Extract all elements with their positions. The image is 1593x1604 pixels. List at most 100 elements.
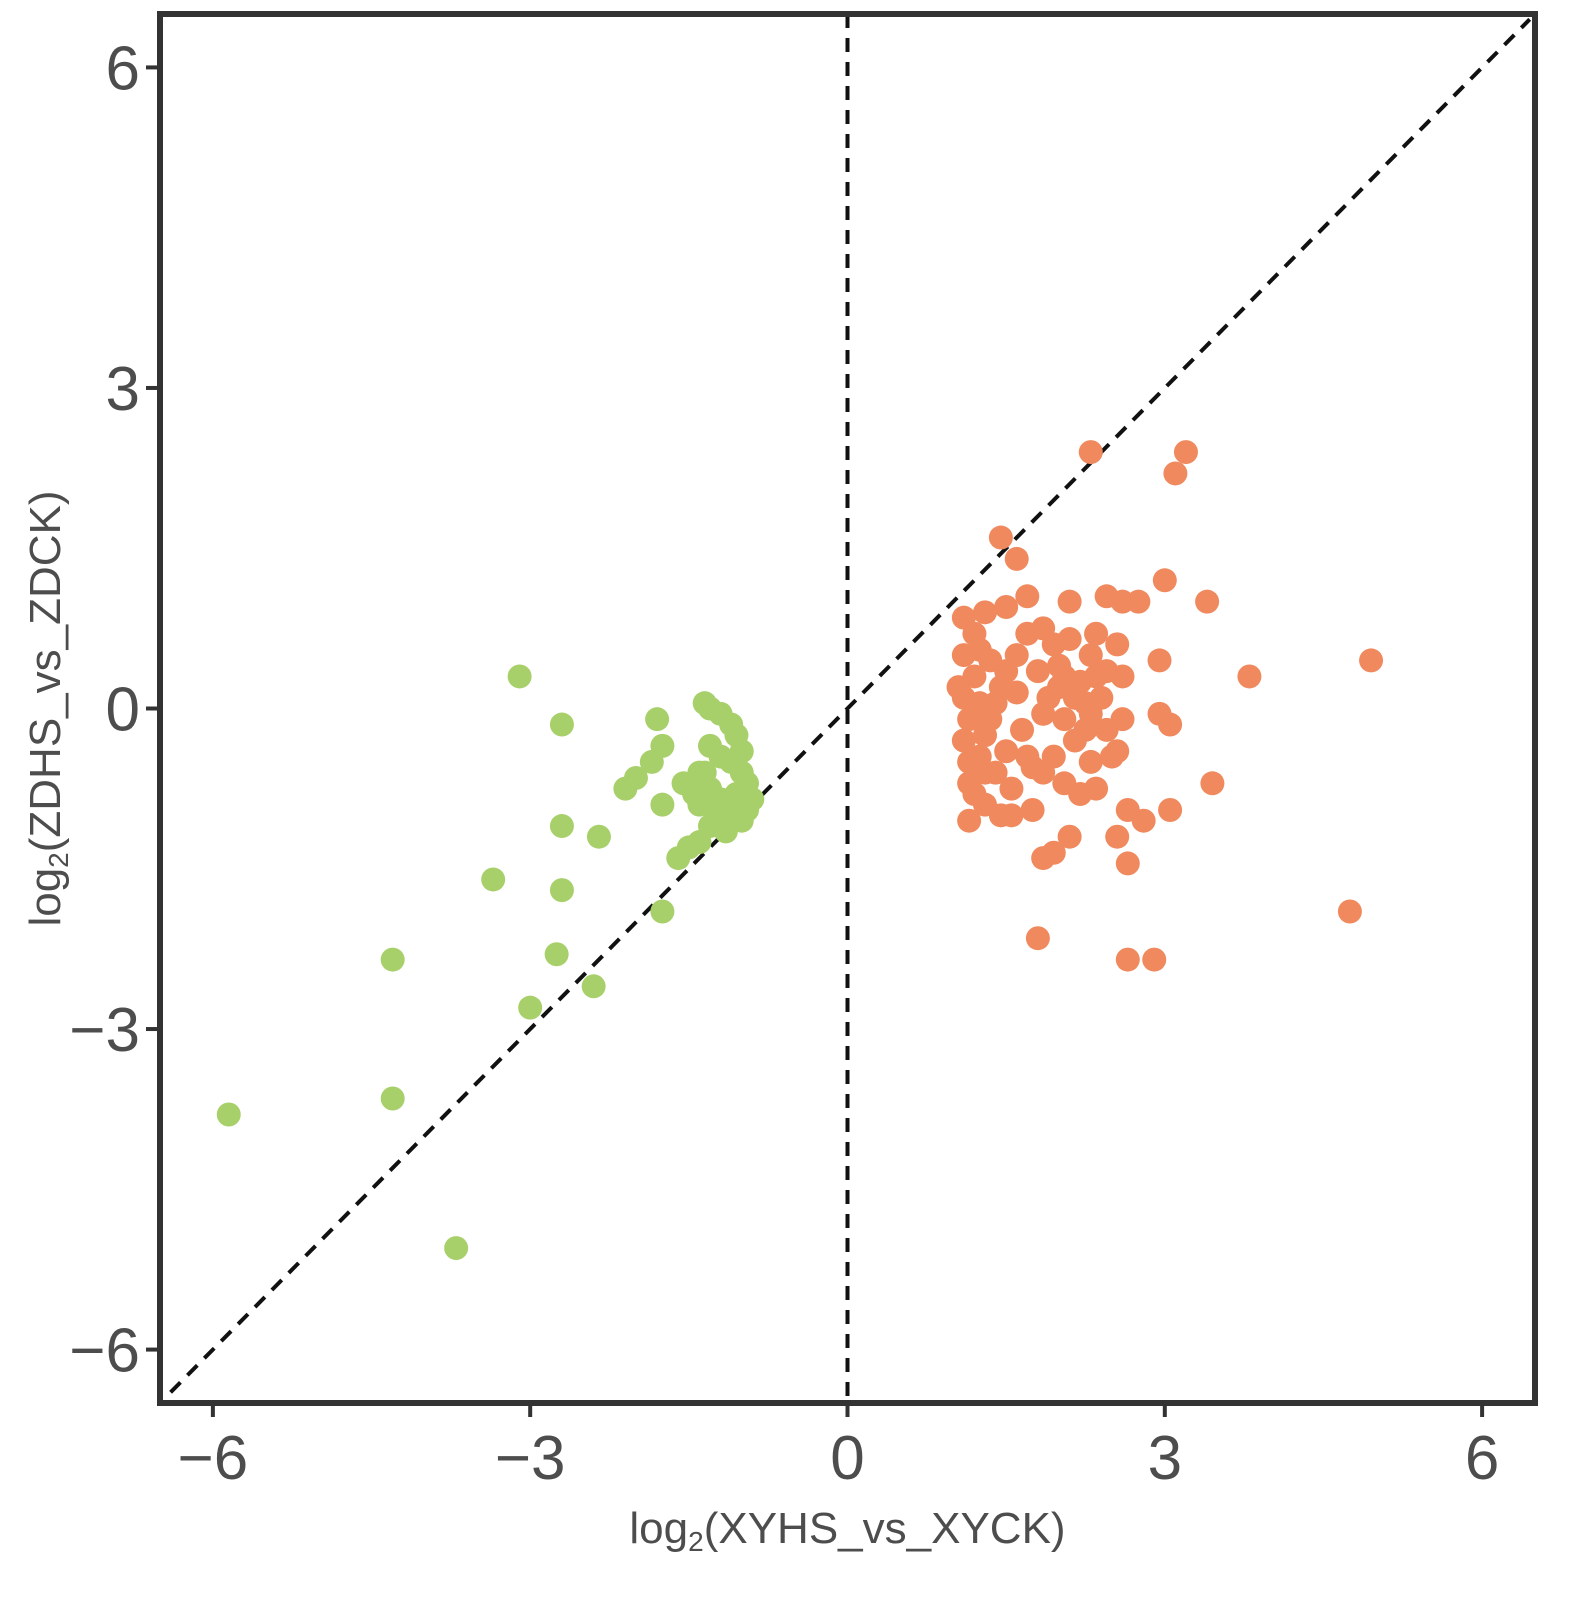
reference-lines <box>169 14 1532 1403</box>
data-point-up <box>962 621 987 646</box>
data-point-up <box>999 803 1024 828</box>
data-point-up <box>1010 717 1035 742</box>
data-point-up <box>999 776 1024 801</box>
data-point-up <box>1015 584 1040 609</box>
data-point-down <box>544 942 569 967</box>
data-point-down <box>682 781 707 806</box>
x-tick-label: 0 <box>830 1424 864 1493</box>
data-point-up <box>1158 712 1183 737</box>
data-point-up <box>1025 659 1050 684</box>
data-point-up <box>1078 643 1103 668</box>
x-axis-title-subscript: 2 <box>688 1526 704 1557</box>
data-point-down <box>586 824 611 849</box>
x-tick-label: −3 <box>495 1424 566 1493</box>
data-point-up <box>1126 589 1151 614</box>
x-axis-title-suffix: (XYHS_vs_XYCK) <box>704 1504 1066 1553</box>
y-tick-label: −6 <box>69 1317 140 1386</box>
x-axis-title: log2(XYHS_vs_XYCK) <box>629 1504 1065 1557</box>
data-point-up <box>1073 691 1098 716</box>
data-point-up <box>1158 798 1183 823</box>
data-point-up <box>1078 749 1103 774</box>
data-point-up <box>1052 707 1077 732</box>
data-point-up <box>1173 440 1198 465</box>
y-axis: −6 −3 0 3 6 <box>69 34 160 1386</box>
data-point-down <box>380 1086 405 1111</box>
data-point-down <box>623 765 648 790</box>
data-point-down <box>581 974 606 999</box>
data-point-up <box>1062 728 1087 753</box>
data-point-down <box>549 878 574 903</box>
data-point-down <box>645 707 670 732</box>
data-point-up <box>1084 776 1109 801</box>
data-point-up <box>1084 664 1109 689</box>
y-axis-title-subscript: 2 <box>43 852 74 868</box>
x-tick-label: 3 <box>1148 1424 1182 1493</box>
data-point-up <box>1200 771 1225 796</box>
data-point-down <box>650 733 675 758</box>
data-point-up <box>1152 568 1177 593</box>
data-point-up <box>1131 808 1156 833</box>
data-point-up <box>1052 664 1077 689</box>
data-point-up <box>946 675 971 700</box>
data-point-down <box>549 814 574 839</box>
x-tick-label: 6 <box>1465 1424 1499 1493</box>
y-tick-label: 6 <box>106 34 140 103</box>
data-point-up <box>1337 899 1362 924</box>
data-point-up <box>1115 851 1140 876</box>
data-point-up <box>1057 589 1082 614</box>
data-point-up <box>1115 947 1140 972</box>
data-point-up <box>1163 461 1188 486</box>
data-point-up <box>1041 632 1066 657</box>
data-point-up <box>951 728 976 753</box>
data-point-down <box>481 867 506 892</box>
data-point-up <box>973 760 997 785</box>
data-point-up <box>994 594 1019 619</box>
data-point-up <box>967 691 992 716</box>
data-point-up <box>1004 546 1029 571</box>
data-point-up <box>1031 846 1056 871</box>
data-point-up <box>1105 739 1130 764</box>
data-point-up <box>1359 648 1384 673</box>
data-point-down <box>444 1236 469 1261</box>
data-point-down <box>549 712 574 737</box>
data-point-up <box>1105 632 1130 657</box>
data-points <box>216 14 1384 1261</box>
data-point-up <box>957 808 982 833</box>
data-point-up <box>1020 798 1045 823</box>
data-point-down <box>518 995 543 1020</box>
x-tick-label: −6 <box>178 1424 249 1493</box>
data-point-up <box>994 739 1019 764</box>
x-axis-title-prefix: log <box>629 1504 688 1553</box>
data-point-up <box>1110 664 1135 689</box>
y-tick-label: 3 <box>106 355 140 424</box>
data-point-up <box>962 781 987 806</box>
data-point-up <box>1105 824 1130 849</box>
data-point-up <box>973 600 997 625</box>
data-point-down <box>507 664 532 689</box>
data-point-up <box>1147 648 1172 673</box>
data-point-down <box>650 792 675 817</box>
data-point-up <box>994 659 1019 684</box>
data-point-down <box>650 899 675 924</box>
data-point-up <box>1237 664 1262 689</box>
data-point-down <box>380 947 405 972</box>
x-axis: −6 −3 0 3 6 <box>178 1403 1499 1493</box>
data-point-up <box>1142 947 1167 972</box>
data-point-up <box>1057 824 1082 849</box>
data-point-up <box>1015 744 1040 769</box>
data-point-down <box>729 808 754 833</box>
data-point-up <box>1084 621 1109 646</box>
data-point-down <box>729 739 754 764</box>
data-point-up <box>1004 680 1029 705</box>
data-point-up <box>1094 717 1119 742</box>
data-point-up <box>1195 589 1220 614</box>
data-point-down <box>687 760 712 785</box>
data-point-up <box>1078 440 1103 465</box>
y-tick-label: −3 <box>69 996 140 1065</box>
y-axis-title-suffix: (ZDHS_vs_ZDCK) <box>21 490 70 852</box>
data-point-up <box>1031 701 1056 726</box>
data-point-up <box>973 723 997 748</box>
data-point-up <box>988 525 1013 550</box>
y-axis-title-prefix: log <box>21 868 70 927</box>
data-point-up <box>1094 584 1119 609</box>
